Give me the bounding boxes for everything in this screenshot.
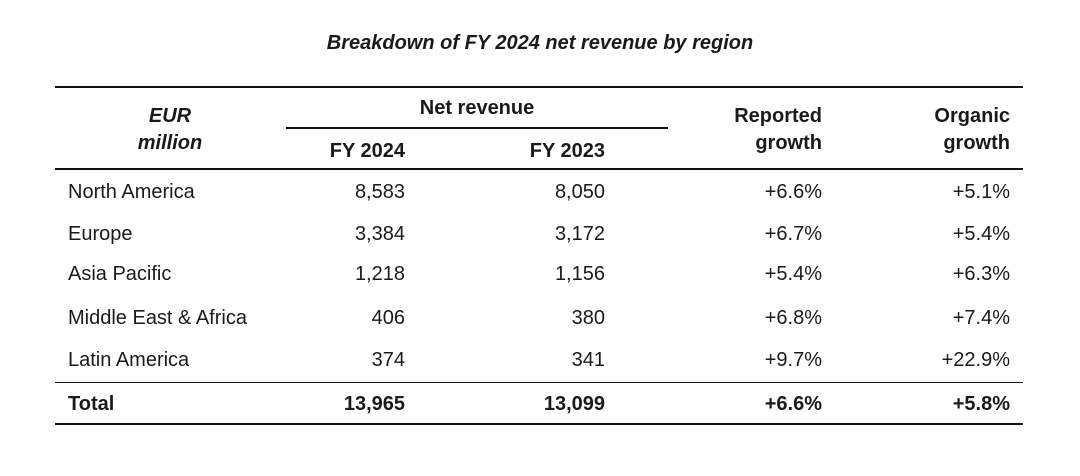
column-header-fy2023: FY 2023 xyxy=(529,140,605,162)
row-fy2024: 406 xyxy=(371,307,405,329)
row-fy2024: 374 xyxy=(371,349,405,371)
row-region: Europe xyxy=(68,223,133,245)
column-header-organic-line2: growth xyxy=(943,132,1010,154)
total-label: Total xyxy=(68,393,115,415)
top-rule xyxy=(55,86,1023,88)
row-fy2023: 1,156 xyxy=(554,263,605,285)
total-fy2024: 13,965 xyxy=(343,393,405,415)
total-fy2023: 13,099 xyxy=(543,393,605,415)
row-organic-growth: +5.1% xyxy=(952,181,1010,203)
row-organic-growth: +6.3% xyxy=(952,263,1010,285)
column-header-fy2024: FY 2024 xyxy=(329,140,405,162)
row-fy2023: 3,172 xyxy=(554,223,605,245)
row-region: Asia Pacific xyxy=(68,263,172,285)
column-header-reported-line1: Reported xyxy=(734,105,822,127)
row-reported-growth: +6.8% xyxy=(764,307,822,329)
row-reported-growth: +6.6% xyxy=(764,181,822,203)
column-header-organic-line1: Organic xyxy=(934,105,1010,127)
table-title: Breakdown of FY 2024 net revenue by regi… xyxy=(326,32,754,54)
row-fy2023: 380 xyxy=(571,307,605,329)
row-reported-growth: +5.4% xyxy=(764,263,822,285)
row-fy2024: 1,218 xyxy=(354,263,405,285)
total-reported-growth: +6.6% xyxy=(764,393,822,415)
row-fy2024: 3,384 xyxy=(354,223,405,245)
row-region: North America xyxy=(68,181,195,203)
column-header-reported-line2: growth xyxy=(755,132,822,154)
row-fy2024: 8,583 xyxy=(354,181,405,203)
row-region: Latin America xyxy=(68,349,190,371)
row-reported-growth: +9.7% xyxy=(764,349,822,371)
row-region: Middle East & Africa xyxy=(68,307,247,329)
row-organic-growth: +5.4% xyxy=(952,223,1010,245)
net-revenue-group-rule xyxy=(286,127,668,129)
net-revenue-group-label: Net revenue xyxy=(419,97,535,119)
unit-label-line2: million xyxy=(137,132,203,154)
total-rule xyxy=(55,382,1023,383)
unit-label-line1: EUR xyxy=(148,105,192,127)
header-rule xyxy=(55,168,1023,170)
row-organic-growth: +22.9% xyxy=(941,349,1010,371)
bottom-rule xyxy=(55,423,1023,425)
row-reported-growth: +6.7% xyxy=(764,223,822,245)
row-fy2023: 341 xyxy=(571,349,605,371)
row-organic-growth: +7.4% xyxy=(952,307,1010,329)
row-fy2023: 8,050 xyxy=(554,181,605,203)
total-organic-growth: +5.8% xyxy=(952,393,1010,415)
